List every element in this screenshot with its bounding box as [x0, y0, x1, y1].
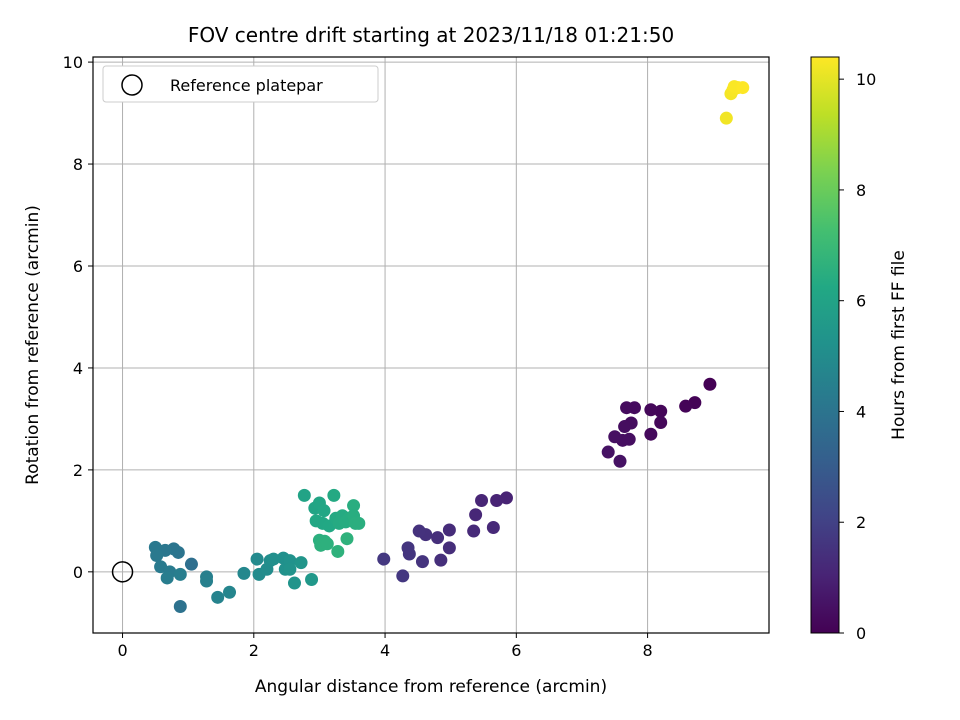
legend-box — [102, 65, 379, 103]
data-point — [340, 532, 354, 546]
data-point — [211, 590, 225, 604]
data-point — [331, 544, 345, 558]
data-point — [173, 599, 187, 613]
colorbar-tick-label: 8 — [856, 181, 866, 200]
colorbar-ticks: 0 2 4 6 8 10 — [839, 70, 876, 643]
data-point — [490, 493, 504, 507]
data-point — [618, 420, 632, 434]
data-point — [608, 430, 622, 444]
data-point — [486, 520, 500, 534]
data-point — [654, 404, 668, 418]
colorbar-tick-label: 10 — [856, 70, 876, 89]
data-point — [160, 571, 174, 585]
colorbar-tick-label: 6 — [856, 292, 866, 311]
x-tick-label: 2 — [249, 641, 259, 660]
data-point — [736, 81, 750, 95]
data-point — [703, 377, 717, 391]
data-point — [620, 401, 634, 415]
legend-entry-reference-platepar: Reference platepar — [170, 76, 323, 95]
data-point — [294, 556, 308, 570]
data-point — [467, 524, 481, 538]
data-point — [654, 415, 668, 429]
data-point — [434, 553, 448, 567]
x-tick-label: 8 — [642, 641, 652, 660]
y-tick-label: 8 — [73, 155, 83, 174]
data-point — [327, 488, 341, 502]
colorbar-gradient — [810, 56, 840, 634]
data-point — [173, 567, 187, 581]
data-point — [469, 508, 483, 522]
y-tick-label: 10 — [63, 53, 83, 72]
x-tick-label: 0 — [117, 641, 127, 660]
colorbar: 0 2 4 6 8 10 Hours from first FF file — [810, 56, 909, 643]
data-point — [644, 403, 658, 417]
y-axis-label: Rotation from reference (arcmin) — [23, 205, 43, 485]
data-point — [287, 576, 301, 590]
data-point — [601, 445, 615, 459]
data-point — [237, 566, 251, 580]
data-point — [442, 523, 456, 537]
data-point — [320, 537, 334, 551]
chart-title: FOV centre drift starting at 2023/11/18 … — [188, 23, 674, 47]
data-point — [377, 552, 391, 566]
data-point — [412, 524, 426, 538]
colorbar-label: Hours from first FF file — [889, 250, 909, 440]
data-point — [352, 516, 366, 530]
data-point — [266, 552, 280, 566]
colorbar-tick-label: 0 — [856, 624, 866, 643]
y-tick-label: 6 — [73, 257, 83, 276]
colorbar-tick-label: 4 — [856, 402, 866, 421]
grid-lines — [93, 57, 769, 633]
data-point — [719, 111, 733, 125]
reference-platepar-marker — [111, 561, 134, 583]
data-point — [613, 454, 627, 468]
data-point — [283, 562, 297, 576]
y-tick-label: 2 — [73, 461, 83, 480]
x-axis-ticks: 0 2 4 6 8 — [117, 633, 653, 660]
legend: Reference platepar — [102, 65, 379, 103]
plot-frame — [92, 56, 770, 634]
data-point — [679, 399, 693, 413]
data-point — [317, 504, 331, 518]
data-point — [401, 541, 415, 555]
data-point — [184, 557, 198, 571]
data-point — [223, 585, 237, 599]
scatter-points — [148, 80, 750, 613]
data-point — [396, 569, 410, 583]
data-point — [200, 574, 214, 588]
colorbar-tick-label: 2 — [856, 513, 866, 532]
y-axis-ticks: 0 2 4 6 8 10 — [63, 53, 93, 582]
data-point — [431, 531, 445, 545]
data-point — [297, 488, 311, 502]
x-axis-label: Angular distance from reference (arcmin) — [255, 677, 607, 697]
x-tick-label: 4 — [380, 641, 390, 660]
x-tick-label: 6 — [511, 641, 521, 660]
data-point — [644, 427, 658, 441]
data-point — [475, 493, 489, 507]
data-point — [150, 549, 164, 563]
data-point — [415, 555, 429, 569]
y-tick-label: 4 — [73, 359, 83, 378]
y-tick-label: 0 — [73, 563, 83, 582]
data-point — [499, 491, 513, 505]
data-point — [250, 552, 264, 566]
data-point — [305, 572, 319, 586]
data-point — [442, 541, 456, 555]
legend-marker-icon — [121, 74, 143, 96]
data-point — [347, 499, 361, 513]
